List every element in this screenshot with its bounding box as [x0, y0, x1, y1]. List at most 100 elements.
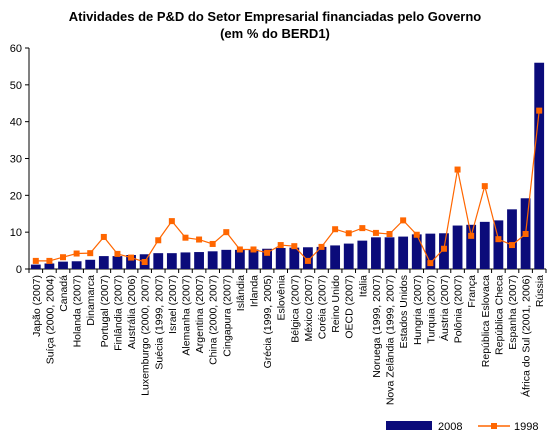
- bar-2008: [275, 248, 286, 269]
- point-1998: [332, 226, 339, 233]
- point-1998: [386, 231, 393, 238]
- bar-2008: [452, 225, 463, 269]
- x-tick-label: Islândia: [235, 275, 247, 311]
- x-tick-label: República Checa: [493, 275, 505, 355]
- bar-2008: [289, 247, 300, 269]
- x-tick-label: Bélgica (2007): [289, 275, 301, 343]
- x-tick-label: Israel (2007): [167, 275, 179, 334]
- x-tick-label: Coréia (2007): [317, 275, 329, 339]
- y-tick-label: 20: [10, 190, 22, 202]
- bar-2008: [493, 220, 504, 269]
- point-1998: [400, 217, 407, 224]
- x-tick-label: Austrália (2006): [126, 275, 138, 349]
- point-1998: [413, 231, 420, 238]
- point-1998: [168, 218, 175, 225]
- point-1998: [60, 254, 67, 261]
- bar-2008: [221, 249, 232, 269]
- x-tick-label: Holanda (2007): [72, 275, 84, 347]
- point-1998: [182, 234, 189, 241]
- chart-title: Atividades de P&D do Setor Empresarial f…: [68, 9, 482, 24]
- x-tick-label: Turquia (2007): [425, 275, 437, 343]
- bar-2008: [411, 234, 422, 269]
- bar-2008: [248, 249, 259, 269]
- x-tick-label: Cingapura (2007): [221, 275, 233, 357]
- x-tick-label: Canadá: [58, 275, 70, 312]
- x-tick-label: Suíça (2000, 2004): [44, 275, 56, 364]
- legend-swatch-2008: [386, 421, 432, 430]
- point-1998: [454, 166, 461, 173]
- bar-2008: [343, 243, 354, 269]
- bar-2008: [234, 249, 245, 269]
- x-tick-label: China (2000, 2007): [208, 275, 220, 365]
- point-1998: [304, 257, 311, 264]
- bar-2008: [166, 253, 177, 269]
- y-tick-label: 50: [10, 80, 22, 92]
- x-tick-label: Nova Zelândia (1999, 2007): [385, 275, 397, 405]
- x-tick-label: Polônia (2007): [453, 275, 465, 343]
- y-tick-label: 30: [10, 154, 22, 166]
- x-tick-label: Noruega (1999, 2007): [371, 275, 383, 378]
- point-1998: [141, 259, 148, 266]
- point-1998: [427, 260, 434, 267]
- point-1998: [236, 246, 243, 253]
- point-1998: [32, 257, 39, 264]
- bar-2008: [507, 209, 517, 269]
- x-tick-label: Eslovênia: [276, 275, 288, 321]
- point-1998: [522, 231, 529, 238]
- bar-2008: [85, 259, 96, 269]
- bar-2008: [30, 264, 41, 269]
- bar-2008: [71, 261, 82, 269]
- x-tick-label: Grécia (1999, 2005): [262, 275, 274, 368]
- bar-2008: [330, 245, 341, 269]
- bar-2008: [194, 252, 204, 269]
- bar-2008: [126, 255, 136, 269]
- y-tick-label: 10: [10, 227, 22, 239]
- bar-2008: [425, 233, 436, 269]
- point-1998: [440, 245, 447, 252]
- point-1998: [209, 240, 216, 247]
- x-tick-label: Suécia (1999, 2007): [153, 275, 165, 370]
- x-tick-label: África do Sul (2001, 2006): [520, 275, 533, 397]
- x-tick-label: Reino Unido: [330, 275, 342, 333]
- x-tick-label: Irlanda: [248, 275, 260, 307]
- point-1998: [508, 242, 515, 249]
- point-1998: [264, 249, 271, 256]
- point-1998: [345, 230, 352, 237]
- bar-2008: [371, 237, 381, 269]
- bar-2008: [466, 224, 477, 269]
- y-tick-label: 0: [16, 264, 22, 276]
- x-tick-label: Luxemburgo (2000, 2007): [140, 275, 152, 396]
- chart-subtitle: (em % do BERD1): [220, 26, 330, 41]
- point-1998: [318, 243, 325, 250]
- point-1998: [196, 236, 203, 243]
- chart-title-block: Atividades de P&D do Setor Empresarial f…: [0, 8, 550, 42]
- x-tick-label: Finlândia (2007): [112, 275, 124, 351]
- point-1998: [372, 229, 379, 236]
- x-tick-label: México (2007): [303, 275, 315, 342]
- bar-2008: [479, 221, 490, 269]
- y-tick-label: 60: [10, 43, 22, 55]
- legend-marker-1998: [491, 423, 497, 429]
- x-tick-label: Alemanha (2007): [180, 275, 192, 356]
- y-tick-label: 40: [10, 117, 22, 129]
- x-tick-label: Espanha (2007): [507, 275, 519, 350]
- bar-2008: [534, 62, 545, 269]
- point-1998: [87, 250, 94, 257]
- bar-2008: [58, 261, 68, 269]
- x-tick-label: República Eslovaca: [480, 275, 492, 367]
- legend-label-2008: 2008: [438, 421, 462, 433]
- point-1998: [291, 243, 298, 250]
- x-tick-label: Hungria (2007): [412, 275, 424, 345]
- bar-2008: [180, 252, 191, 269]
- point-1998: [250, 246, 257, 253]
- bar-2008: [262, 248, 272, 269]
- point-1998: [468, 232, 475, 239]
- bar-2008: [44, 263, 55, 269]
- point-1998: [128, 254, 135, 261]
- x-tick-label: Argentina (2007): [194, 275, 206, 353]
- point-1998: [46, 257, 53, 264]
- point-1998: [155, 237, 162, 244]
- bar-2008: [98, 256, 109, 269]
- x-tick-label: OECD (2007): [344, 275, 356, 339]
